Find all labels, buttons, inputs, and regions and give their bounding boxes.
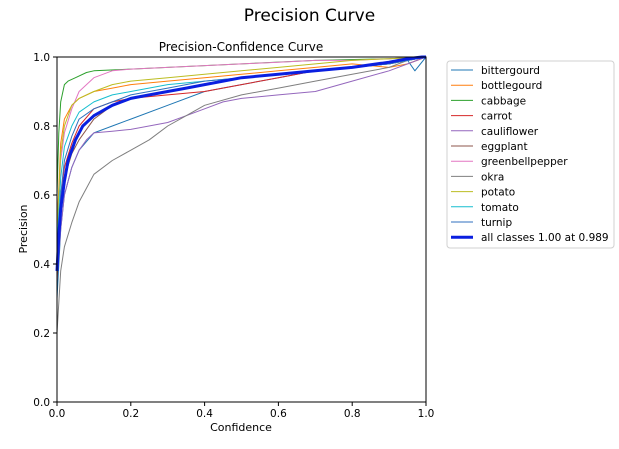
legend-label-bottlegourd: bottlegourd <box>481 80 542 92</box>
y-tick-label: 0.2 <box>33 328 50 340</box>
legend-label-greenbellpepper: greenbellpepper <box>481 156 568 168</box>
y-tick-label: 1.0 <box>33 52 50 64</box>
plot-lines <box>55 55 427 334</box>
legend: bittergourd bottlegourd cabbage carrot cauli… <box>446 60 615 249</box>
x-tick-label: 0.6 <box>270 408 287 420</box>
legend-label-carrot: carrot <box>481 111 512 123</box>
legend-label-all-classes-1-00-at-0-989: all classes 1.00 at 0.989 <box>481 232 609 244</box>
series-line-greenbellpepper <box>56 56 427 230</box>
x-tick-label: 0.4 <box>196 408 213 420</box>
legend-label-okra: okra <box>481 171 504 183</box>
x-axis-label: Confidence <box>210 421 272 434</box>
series-line-bottlegourd <box>56 56 427 230</box>
series-line-bittergourd <box>56 56 427 299</box>
legend-label-cabbage: cabbage <box>481 95 526 107</box>
x-tick-label: 0.0 <box>49 408 66 420</box>
x-tick-label: 1.0 <box>418 408 435 420</box>
chart-title: Precision-Confidence Curve <box>159 40 324 54</box>
y-axis: 0.0 0.2 0.4 0.6 0.8 1.0 <box>33 52 57 409</box>
legend-label-cauliflower: cauliflower <box>481 126 539 138</box>
y-tick-label: 0.4 <box>33 259 50 271</box>
legend-label-bittergourd: bittergourd <box>481 65 540 77</box>
series-line-tomato <box>56 56 427 247</box>
x-tick-label: 0.8 <box>344 408 361 420</box>
x-tick-label: 0.2 <box>122 408 139 420</box>
series-line-all-classes-1-00-at-0-989 <box>55 55 426 271</box>
y-axis-label: Precision <box>17 204 30 253</box>
legend-label-turnip: turnip <box>481 217 512 229</box>
legend-label-eggplant: eggplant <box>481 141 528 153</box>
series-line-cauliflower <box>56 56 427 282</box>
series-line-okra <box>56 56 427 334</box>
y-tick-label: 0.0 <box>33 397 50 409</box>
series-line-potato <box>56 56 427 230</box>
x-axis: 0.0 0.2 0.4 0.6 0.8 1.0 <box>49 402 435 420</box>
page-title: Precision Curve <box>243 6 376 26</box>
legend-label-tomato: tomato <box>481 202 519 214</box>
legend-box <box>446 60 615 249</box>
legend-label-potato: potato <box>481 187 515 199</box>
y-tick-label: 0.8 <box>33 121 50 133</box>
series-line-eggplant <box>56 56 427 282</box>
y-tick-label: 0.6 <box>33 190 50 202</box>
axes-frame <box>56 56 427 403</box>
